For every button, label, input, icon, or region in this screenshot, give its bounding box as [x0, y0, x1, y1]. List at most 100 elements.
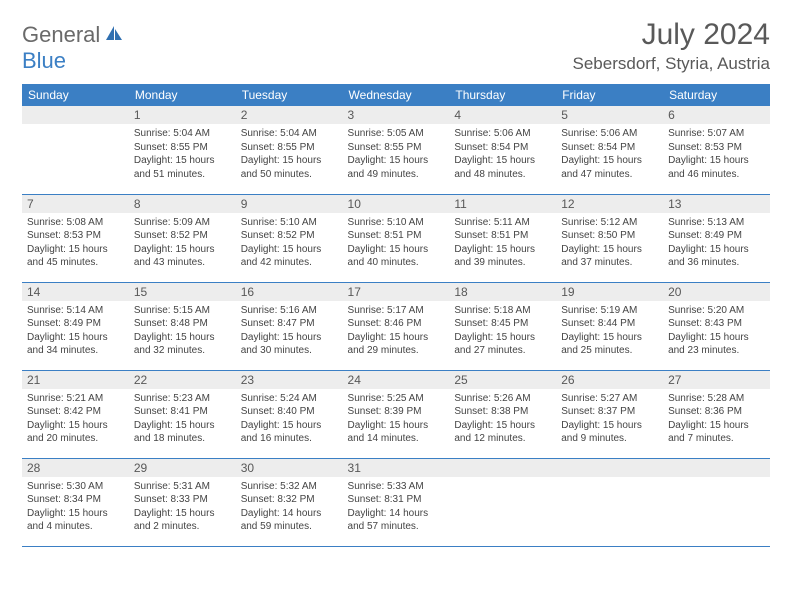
- day-number: [663, 459, 770, 477]
- calendar-cell: 10Sunrise: 5:10 AMSunset: 8:51 PMDayligh…: [343, 194, 450, 282]
- calendar-cell: [449, 458, 556, 546]
- sunrise-text: Sunrise: 5:21 AM: [27, 392, 124, 406]
- day-details: Sunrise: 5:15 AMSunset: 8:48 PMDaylight:…: [129, 301, 236, 362]
- day-number: 28: [22, 459, 129, 477]
- sunrise-text: Sunrise: 5:13 AM: [668, 216, 765, 230]
- day-details: Sunrise: 5:20 AMSunset: 8:43 PMDaylight:…: [663, 301, 770, 362]
- sunrise-text: Sunrise: 5:15 AM: [134, 304, 231, 318]
- calendar-cell: 4Sunrise: 5:06 AMSunset: 8:54 PMDaylight…: [449, 106, 556, 194]
- sunset-text: Sunset: 8:37 PM: [561, 405, 658, 419]
- daylight-text: Daylight: 15 hours and 36 minutes.: [668, 243, 765, 270]
- calendar-cell: 2Sunrise: 5:04 AMSunset: 8:55 PMDaylight…: [236, 106, 343, 194]
- daylight-text: Daylight: 15 hours and 16 minutes.: [241, 419, 338, 446]
- day-number: 8: [129, 195, 236, 213]
- sunset-text: Sunset: 8:55 PM: [241, 141, 338, 155]
- sunrise-text: Sunrise: 5:09 AM: [134, 216, 231, 230]
- daylight-text: Daylight: 15 hours and 40 minutes.: [348, 243, 445, 270]
- day-details: Sunrise: 5:33 AMSunset: 8:31 PMDaylight:…: [343, 477, 450, 538]
- day-details: Sunrise: 5:04 AMSunset: 8:55 PMDaylight:…: [129, 124, 236, 185]
- day-details: Sunrise: 5:25 AMSunset: 8:39 PMDaylight:…: [343, 389, 450, 450]
- sunset-text: Sunset: 8:55 PM: [348, 141, 445, 155]
- calendar-cell: [663, 458, 770, 546]
- day-number: 4: [449, 106, 556, 124]
- day-details: Sunrise: 5:07 AMSunset: 8:53 PMDaylight:…: [663, 124, 770, 185]
- calendar-cell: [22, 106, 129, 194]
- calendar-row: 28Sunrise: 5:30 AMSunset: 8:34 PMDayligh…: [22, 458, 770, 546]
- day-number: 18: [449, 283, 556, 301]
- daylight-text: Daylight: 15 hours and 27 minutes.: [454, 331, 551, 358]
- daylight-text: Daylight: 15 hours and 23 minutes.: [668, 331, 765, 358]
- daylight-text: Daylight: 15 hours and 34 minutes.: [27, 331, 124, 358]
- day-number: 15: [129, 283, 236, 301]
- day-number: 22: [129, 371, 236, 389]
- day-number: 6: [663, 106, 770, 124]
- sunset-text: Sunset: 8:50 PM: [561, 229, 658, 243]
- daylight-text: Daylight: 15 hours and 29 minutes.: [348, 331, 445, 358]
- sunrise-text: Sunrise: 5:27 AM: [561, 392, 658, 406]
- logo-word2: Blue: [22, 48, 66, 73]
- day-details: Sunrise: 5:08 AMSunset: 8:53 PMDaylight:…: [22, 213, 129, 274]
- logo-text: General Blue: [22, 22, 124, 74]
- day-details: Sunrise: 5:04 AMSunset: 8:55 PMDaylight:…: [236, 124, 343, 185]
- calendar-cell: 29Sunrise: 5:31 AMSunset: 8:33 PMDayligh…: [129, 458, 236, 546]
- day-number: 12: [556, 195, 663, 213]
- daylight-text: Daylight: 15 hours and 30 minutes.: [241, 331, 338, 358]
- calendar-cell: 8Sunrise: 5:09 AMSunset: 8:52 PMDaylight…: [129, 194, 236, 282]
- daylight-text: Daylight: 14 hours and 59 minutes.: [241, 507, 338, 534]
- day-details: Sunrise: 5:28 AMSunset: 8:36 PMDaylight:…: [663, 389, 770, 450]
- calendar-cell: 16Sunrise: 5:16 AMSunset: 8:47 PMDayligh…: [236, 282, 343, 370]
- day-details: Sunrise: 5:32 AMSunset: 8:32 PMDaylight:…: [236, 477, 343, 538]
- calendar-cell: 17Sunrise: 5:17 AMSunset: 8:46 PMDayligh…: [343, 282, 450, 370]
- calendar-cell: 12Sunrise: 5:12 AMSunset: 8:50 PMDayligh…: [556, 194, 663, 282]
- sunset-text: Sunset: 8:36 PM: [668, 405, 765, 419]
- day-details: Sunrise: 5:18 AMSunset: 8:45 PMDaylight:…: [449, 301, 556, 362]
- day-number: 20: [663, 283, 770, 301]
- calendar-cell: 1Sunrise: 5:04 AMSunset: 8:55 PMDaylight…: [129, 106, 236, 194]
- daylight-text: Daylight: 15 hours and 49 minutes.: [348, 154, 445, 181]
- calendar-cell: 3Sunrise: 5:05 AMSunset: 8:55 PMDaylight…: [343, 106, 450, 194]
- day-number: 2: [236, 106, 343, 124]
- sunrise-text: Sunrise: 5:06 AM: [561, 127, 658, 141]
- calendar-body: 1Sunrise: 5:04 AMSunset: 8:55 PMDaylight…: [22, 106, 770, 546]
- day-number: 11: [449, 195, 556, 213]
- day-number: 24: [343, 371, 450, 389]
- sunset-text: Sunset: 8:32 PM: [241, 493, 338, 507]
- calendar-cell: 7Sunrise: 5:08 AMSunset: 8:53 PMDaylight…: [22, 194, 129, 282]
- day-number: 5: [556, 106, 663, 124]
- day-details: Sunrise: 5:24 AMSunset: 8:40 PMDaylight:…: [236, 389, 343, 450]
- calendar-cell: 9Sunrise: 5:10 AMSunset: 8:52 PMDaylight…: [236, 194, 343, 282]
- daylight-text: Daylight: 15 hours and 9 minutes.: [561, 419, 658, 446]
- day-number: 16: [236, 283, 343, 301]
- sunset-text: Sunset: 8:54 PM: [454, 141, 551, 155]
- day-number: 3: [343, 106, 450, 124]
- sunrise-text: Sunrise: 5:20 AM: [668, 304, 765, 318]
- day-details: Sunrise: 5:12 AMSunset: 8:50 PMDaylight:…: [556, 213, 663, 274]
- daylight-text: Daylight: 15 hours and 12 minutes.: [454, 419, 551, 446]
- day-number: 30: [236, 459, 343, 477]
- calendar-cell: 23Sunrise: 5:24 AMSunset: 8:40 PMDayligh…: [236, 370, 343, 458]
- sunset-text: Sunset: 8:47 PM: [241, 317, 338, 331]
- day-number: 9: [236, 195, 343, 213]
- day-number: 14: [22, 283, 129, 301]
- calendar-cell: [556, 458, 663, 546]
- calendar-cell: 28Sunrise: 5:30 AMSunset: 8:34 PMDayligh…: [22, 458, 129, 546]
- day-details: Sunrise: 5:21 AMSunset: 8:42 PMDaylight:…: [22, 389, 129, 450]
- sunset-text: Sunset: 8:53 PM: [27, 229, 124, 243]
- calendar-cell: 30Sunrise: 5:32 AMSunset: 8:32 PMDayligh…: [236, 458, 343, 546]
- day-details: Sunrise: 5:16 AMSunset: 8:47 PMDaylight:…: [236, 301, 343, 362]
- day-details: Sunrise: 5:05 AMSunset: 8:55 PMDaylight:…: [343, 124, 450, 185]
- day-details: Sunrise: 5:11 AMSunset: 8:51 PMDaylight:…: [449, 213, 556, 274]
- sunrise-text: Sunrise: 5:25 AM: [348, 392, 445, 406]
- sunrise-text: Sunrise: 5:10 AM: [241, 216, 338, 230]
- day-details: Sunrise: 5:31 AMSunset: 8:33 PMDaylight:…: [129, 477, 236, 538]
- day-details: Sunrise: 5:19 AMSunset: 8:44 PMDaylight:…: [556, 301, 663, 362]
- sunset-text: Sunset: 8:48 PM: [134, 317, 231, 331]
- day-details: Sunrise: 5:10 AMSunset: 8:52 PMDaylight:…: [236, 213, 343, 274]
- day-details: Sunrise: 5:10 AMSunset: 8:51 PMDaylight:…: [343, 213, 450, 274]
- sunset-text: Sunset: 8:53 PM: [668, 141, 765, 155]
- sunset-text: Sunset: 8:33 PM: [134, 493, 231, 507]
- calendar-row: 21Sunrise: 5:21 AMSunset: 8:42 PMDayligh…: [22, 370, 770, 458]
- day-details: Sunrise: 5:17 AMSunset: 8:46 PMDaylight:…: [343, 301, 450, 362]
- sunrise-text: Sunrise: 5:19 AM: [561, 304, 658, 318]
- calendar-cell: 18Sunrise: 5:18 AMSunset: 8:45 PMDayligh…: [449, 282, 556, 370]
